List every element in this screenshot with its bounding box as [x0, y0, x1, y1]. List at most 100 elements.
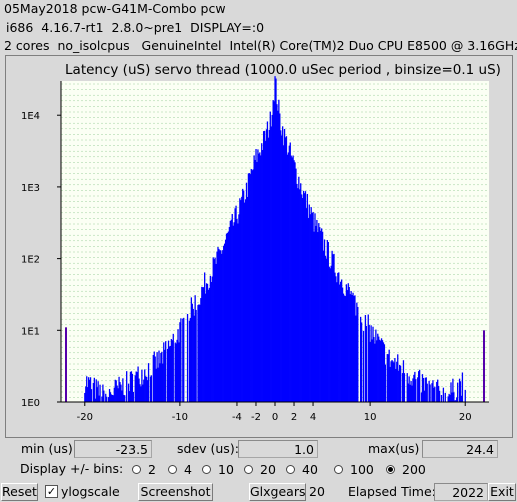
histogram-bar — [252, 169, 254, 402]
bins-radio-20[interactable]: 20 — [244, 460, 276, 478]
screenshot-button[interactable]: Screenshot — [138, 483, 213, 501]
histogram-bar — [284, 137, 287, 403]
histogram-bar — [316, 219, 318, 402]
radio-indicator — [334, 464, 343, 474]
histogram-bar — [279, 113, 281, 403]
histogram-bar — [377, 333, 379, 402]
bins-radio-4[interactable]: 4 — [168, 460, 192, 478]
bins-radio-10[interactable]: 10 — [202, 460, 234, 478]
histogram-bar — [213, 259, 215, 402]
histogram-bar — [411, 385, 413, 402]
histogram-bar — [115, 380, 117, 402]
exit-button[interactable]: Exit — [488, 483, 516, 501]
histogram-bar — [114, 379, 116, 402]
bins-radio-2[interactable]: 2 — [132, 460, 156, 478]
histogram-bar — [286, 154, 289, 402]
bins-radio-100[interactable]: 100 — [334, 460, 374, 478]
histogram-bar — [300, 183, 302, 402]
histogram-bar — [229, 220, 231, 402]
histogram-bar — [394, 358, 396, 402]
histogram-bar — [162, 363, 164, 402]
radio-indicator — [244, 464, 253, 474]
histogram-bar — [356, 302, 358, 402]
x-tick-label: 4 — [310, 412, 316, 423]
min-value-field: -23.5 — [74, 440, 152, 458]
histogram-bar — [376, 340, 378, 402]
histogram-bar — [225, 233, 228, 402]
histogram-bar — [433, 387, 435, 402]
histogram-bar — [354, 295, 356, 402]
histogram-bar — [304, 191, 307, 402]
histogram-bar — [105, 393, 107, 402]
histogram-bar — [88, 379, 91, 402]
histogram-bar — [274, 76, 276, 402]
histogram-bar — [170, 339, 173, 402]
histogram-bar — [220, 250, 222, 402]
histogram-bar — [140, 386, 142, 402]
histogram-bar — [157, 367, 159, 402]
histogram-bar — [407, 383, 409, 402]
histogram-bar — [132, 391, 134, 402]
histogram-bar — [305, 208, 308, 402]
ylogscale-checkbox[interactable]: ✓ — [45, 485, 58, 498]
bins-radio-label: 40 — [302, 461, 318, 477]
histogram-bar — [333, 253, 335, 402]
x-tick-label: 0 — [272, 412, 278, 423]
histogram-bar — [288, 145, 290, 402]
bins-radio-40[interactable]: 40 — [286, 460, 318, 478]
histogram-bar — [129, 371, 132, 402]
histogram-bar — [147, 363, 150, 402]
header-line-3: 2 cores no_isolcpus GenuineIntel Intel(R… — [4, 38, 517, 53]
histogram-bar — [324, 255, 327, 402]
histogram-bar — [153, 351, 155, 402]
radio-indicator — [168, 464, 177, 474]
histogram-bar — [396, 361, 398, 402]
histogram-bar — [121, 390, 123, 402]
histogram-bar — [123, 394, 125, 402]
histogram-bar — [444, 392, 446, 402]
histogram-bar — [154, 356, 156, 402]
histogram-bar — [323, 239, 326, 402]
histogram-bar — [232, 225, 234, 402]
histogram-bar — [331, 250, 333, 402]
latency-histogram-plot: Latency (uS) servo thread (1000.0 uSec p… — [5, 55, 513, 438]
histogram-bar — [403, 373, 406, 402]
histogram-bar — [428, 380, 430, 402]
sdev-value-field: 1.0 — [238, 440, 318, 458]
histogram-bar — [127, 383, 130, 402]
histogram-bar — [370, 325, 372, 402]
histogram-bar — [278, 99, 280, 403]
bins-radio-label: 10 — [218, 461, 234, 477]
histogram-bar — [199, 304, 201, 402]
histogram-bar — [310, 207, 312, 402]
histogram-bar — [226, 232, 229, 402]
histogram-bar — [94, 398, 96, 402]
histogram-bar — [207, 289, 210, 402]
histogram-bar — [160, 352, 162, 402]
histogram-bar — [438, 390, 441, 402]
reset-button[interactable]: Reset — [1, 483, 38, 501]
histogram-bar — [392, 361, 394, 402]
bins-radio-200[interactable]: 200 — [386, 460, 426, 478]
histogram-bar — [360, 322, 363, 402]
radio-indicator — [132, 464, 141, 474]
histogram-bar — [238, 214, 240, 402]
histogram-bar — [167, 340, 170, 402]
histogram-bar — [334, 272, 336, 402]
histogram-bar — [131, 373, 134, 402]
histogram-bar — [155, 368, 157, 402]
histogram-bar — [431, 383, 433, 402]
histogram-bar — [281, 135, 283, 403]
histogram-bar — [84, 392, 86, 402]
glxgears-button[interactable]: Glxgears — [249, 483, 306, 501]
histogram-bar — [437, 379, 439, 402]
histogram-bar — [464, 389, 466, 402]
histogram-bar — [139, 384, 141, 402]
histogram-bar — [180, 318, 182, 402]
histogram-bar — [257, 149, 259, 402]
max-label: max(us) — [368, 441, 420, 456]
histogram-bar — [312, 211, 314, 402]
histogram-bar — [398, 370, 400, 402]
header-line-2: i686 4.16.7-rt1 2.8.0~pre1 DISPLAY=:0 — [6, 20, 265, 35]
histogram-bar — [322, 250, 325, 402]
